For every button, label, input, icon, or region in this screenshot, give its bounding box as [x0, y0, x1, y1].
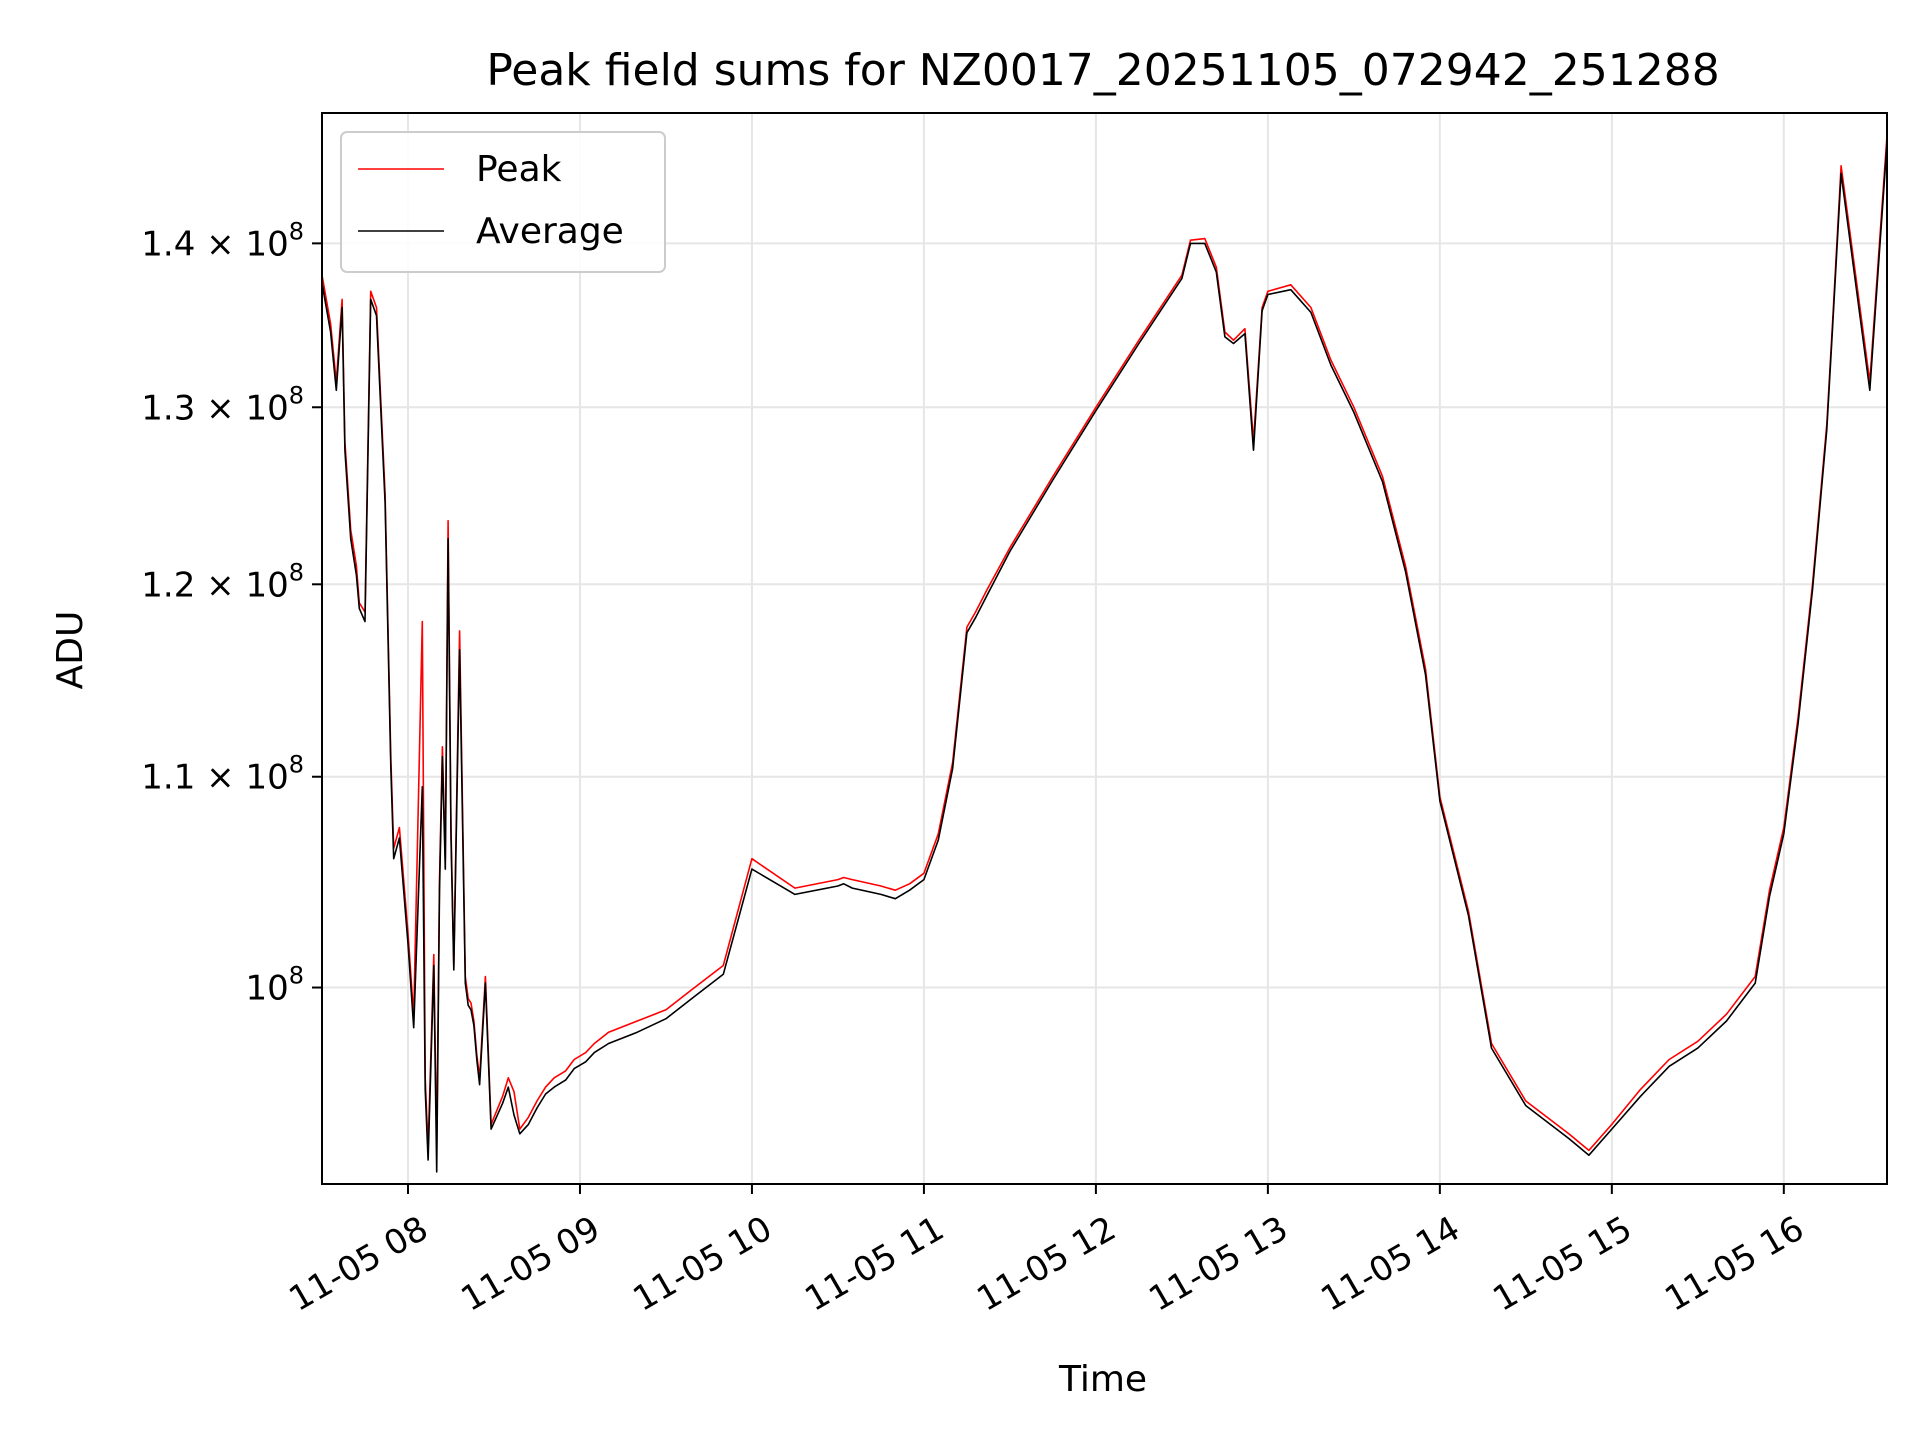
series-layer — [322, 135, 1887, 1173]
legend-label-average: Average — [476, 211, 624, 252]
series-line-average — [322, 142, 1887, 1173]
legend-box — [340, 131, 666, 273]
y-axis-label: ADU — [50, 611, 91, 690]
x-axis-label: Time — [1058, 1359, 1147, 1400]
y-tick-label: 1.4 × 108 — [141, 217, 304, 264]
y-tick-label: 1.2 × 108 — [141, 558, 304, 605]
plot-frame — [321, 112, 1888, 1185]
y-tick-label: 108 — [245, 962, 304, 1009]
y-tick-label: 1.1 × 108 — [141, 751, 304, 798]
y-axis: 108 1.1 × 108 1.2 × 108 1.3 × 108 1.4 × 108 — [141, 217, 322, 1009]
legend: Peak Average — [340, 131, 666, 273]
y-tick-label: 1.3 × 108 — [141, 381, 304, 428]
chart-title: Peak field sums for NZ0017_20251105_0729… — [486, 45, 1719, 96]
legend-label-peak: Peak — [476, 149, 562, 190]
